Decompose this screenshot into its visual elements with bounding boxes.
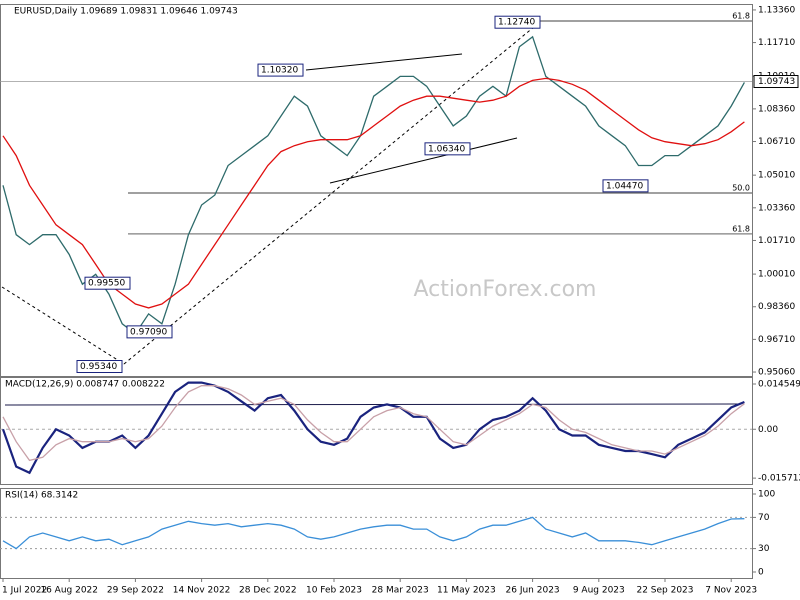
annotation-label: 0.95340 [80, 362, 117, 372]
last-price-label: 1.09743 [758, 77, 795, 87]
x-tick-label: 29 Sep 2022 [107, 586, 164, 596]
annotation-label: 1.10320 [261, 66, 298, 76]
x-tick-label: 9 Aug 2023 [573, 586, 625, 596]
x-tick-label: 28 Dec 2022 [239, 586, 297, 596]
x-tick-label: 11 May 2023 [437, 586, 496, 596]
y-tick-label: 0.95060 [758, 368, 795, 378]
annotation-label: 1.12740 [498, 18, 535, 28]
macd-panel [0, 377, 753, 485]
fib-label: 61.8 [732, 12, 750, 21]
series-line [2, 77, 745, 309]
annotation-box [602, 179, 649, 193]
y-tick-label: 100 [758, 490, 775, 500]
y-tick-label: 0.98360 [758, 302, 795, 312]
y-tick-label: 0.014549 [758, 380, 800, 390]
annotation-box [126, 325, 173, 339]
x-tick-label: 14 Nov 2022 [173, 586, 231, 596]
trend-line [1, 286, 125, 365]
x-tick-label: 10 Feb 2023 [306, 586, 362, 596]
annotation-box [494, 15, 541, 29]
y-tick-label: 1.11710 [758, 38, 795, 48]
x-tick-label: 16 Aug 2022 [40, 586, 98, 596]
last-price-box [753, 75, 799, 89]
y-tick-label: 70 [758, 513, 770, 523]
y-tick-label: 1.03360 [758, 203, 795, 213]
annotation-box [424, 142, 471, 156]
trend-line [329, 137, 518, 184]
macd-trend-line [4, 403, 741, 406]
x-tick-label: 26 Jun 2023 [506, 586, 560, 596]
y-tick-label: 30 [758, 544, 770, 554]
y-tick-label: 0 [758, 567, 764, 577]
annotation-box [257, 63, 304, 77]
x-tick-label: 22 Sep 2023 [636, 586, 693, 596]
y-tick-label: 1.05010 [758, 171, 795, 181]
price-panel [0, 4, 753, 377]
x-tick-label: 7 Nov 2023 [705, 586, 757, 596]
x-tick-label: 1 Jul 2022 [2, 586, 47, 596]
trend-line [305, 53, 463, 71]
x-tick-label: 28 Mar 2023 [372, 586, 429, 596]
watermark: ActionForex.com [414, 277, 597, 302]
rsi-panel [0, 488, 753, 579]
y-tick-label: 1.08360 [758, 104, 795, 114]
annotation-label: 0.97090 [130, 327, 167, 337]
annotation-label: 1.04470 [606, 181, 643, 191]
fib-label: 50.0 [732, 183, 750, 192]
y-tick-label: 1.01710 [758, 236, 795, 246]
y-tick-label: 0.96710 [758, 335, 795, 345]
trend-lines [1, 21, 741, 406]
annotation-label: 0.99550 [88, 279, 125, 289]
fib-label: 61.8 [732, 224, 750, 233]
y-tick-label: -0.015712 [758, 474, 800, 484]
rsi-title: RSI(14) 68.3142 [5, 491, 78, 501]
macd-title: MACD(12,26,9) 0.008747 0.008222 [5, 380, 165, 390]
annotation-box [76, 360, 123, 374]
annotation-box [84, 276, 131, 290]
y-tick-label: 1.13360 [758, 5, 795, 15]
y-tick-label: 1.00010 [758, 270, 795, 280]
series-line [2, 516, 745, 550]
chart-title: EURUSD,Daily 1.09689 1.09831 1.09646 1.0… [14, 7, 238, 17]
annotation-label: 1.06340 [428, 144, 465, 154]
y-tick-label: 0.00 [758, 425, 778, 435]
y-tick-label: 1.06710 [758, 137, 795, 147]
series-line [2, 385, 745, 462]
